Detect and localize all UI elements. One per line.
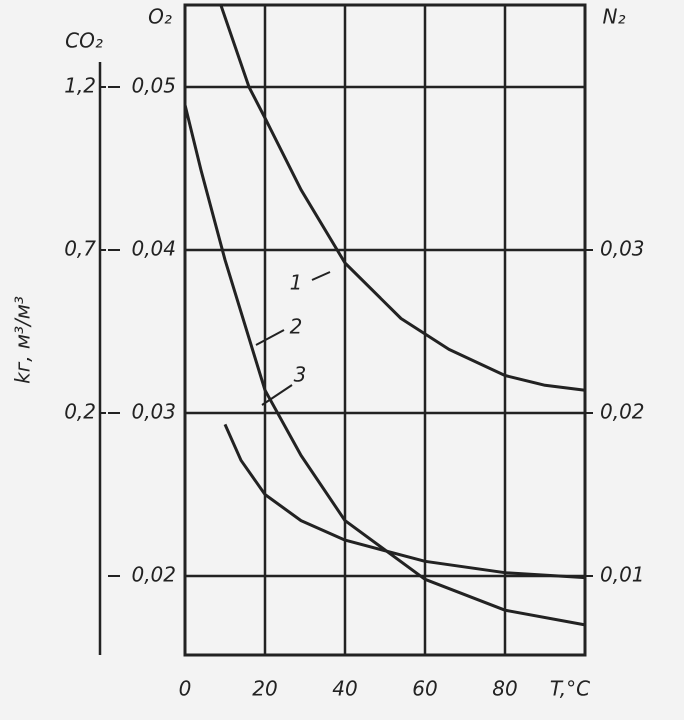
curve-label: 1 (290, 271, 303, 295)
y3-tick-label: 0,2 (64, 400, 96, 424)
y2-tick-label: 0,01 (600, 563, 645, 587)
y3-tick-label: 0,7 (64, 237, 96, 261)
y-tick-label: 0,03 (131, 400, 176, 424)
curve (219, 5, 586, 392)
x-tick-label: 20 (252, 677, 277, 701)
y-axis-title: kг, м³/м³ (11, 296, 35, 384)
co2-axis-name: CO₂ (65, 29, 103, 53)
x-tick-label: 60 (412, 677, 437, 701)
y-tick-label: 0,05 (131, 74, 176, 98)
curve (223, 423, 586, 580)
x-tick-label: 80 (492, 677, 517, 701)
leader-line (255, 329, 285, 346)
plot-frame (183, 3, 587, 657)
leader-line (261, 384, 293, 406)
y-tick-label: 0,02 (131, 563, 176, 587)
n2-axis-name: N₂ (603, 5, 626, 29)
y2-tick-label: 0,02 (600, 400, 645, 424)
x-tick-label: 40 (332, 677, 357, 701)
leader-line (311, 271, 331, 281)
curve-label: 3 (294, 363, 307, 387)
x-tick-label: 0 (179, 677, 192, 701)
o2-axis-name: O₂ (148, 5, 172, 29)
y2-tick-label: 0,03 (600, 237, 645, 261)
curve (183, 104, 586, 627)
y3-tick-label: 1,2 (64, 74, 96, 98)
y-tick-label: 0,04 (131, 237, 176, 261)
x-axis-title: T,°C (550, 677, 590, 701)
curve-label: 2 (290, 315, 303, 339)
